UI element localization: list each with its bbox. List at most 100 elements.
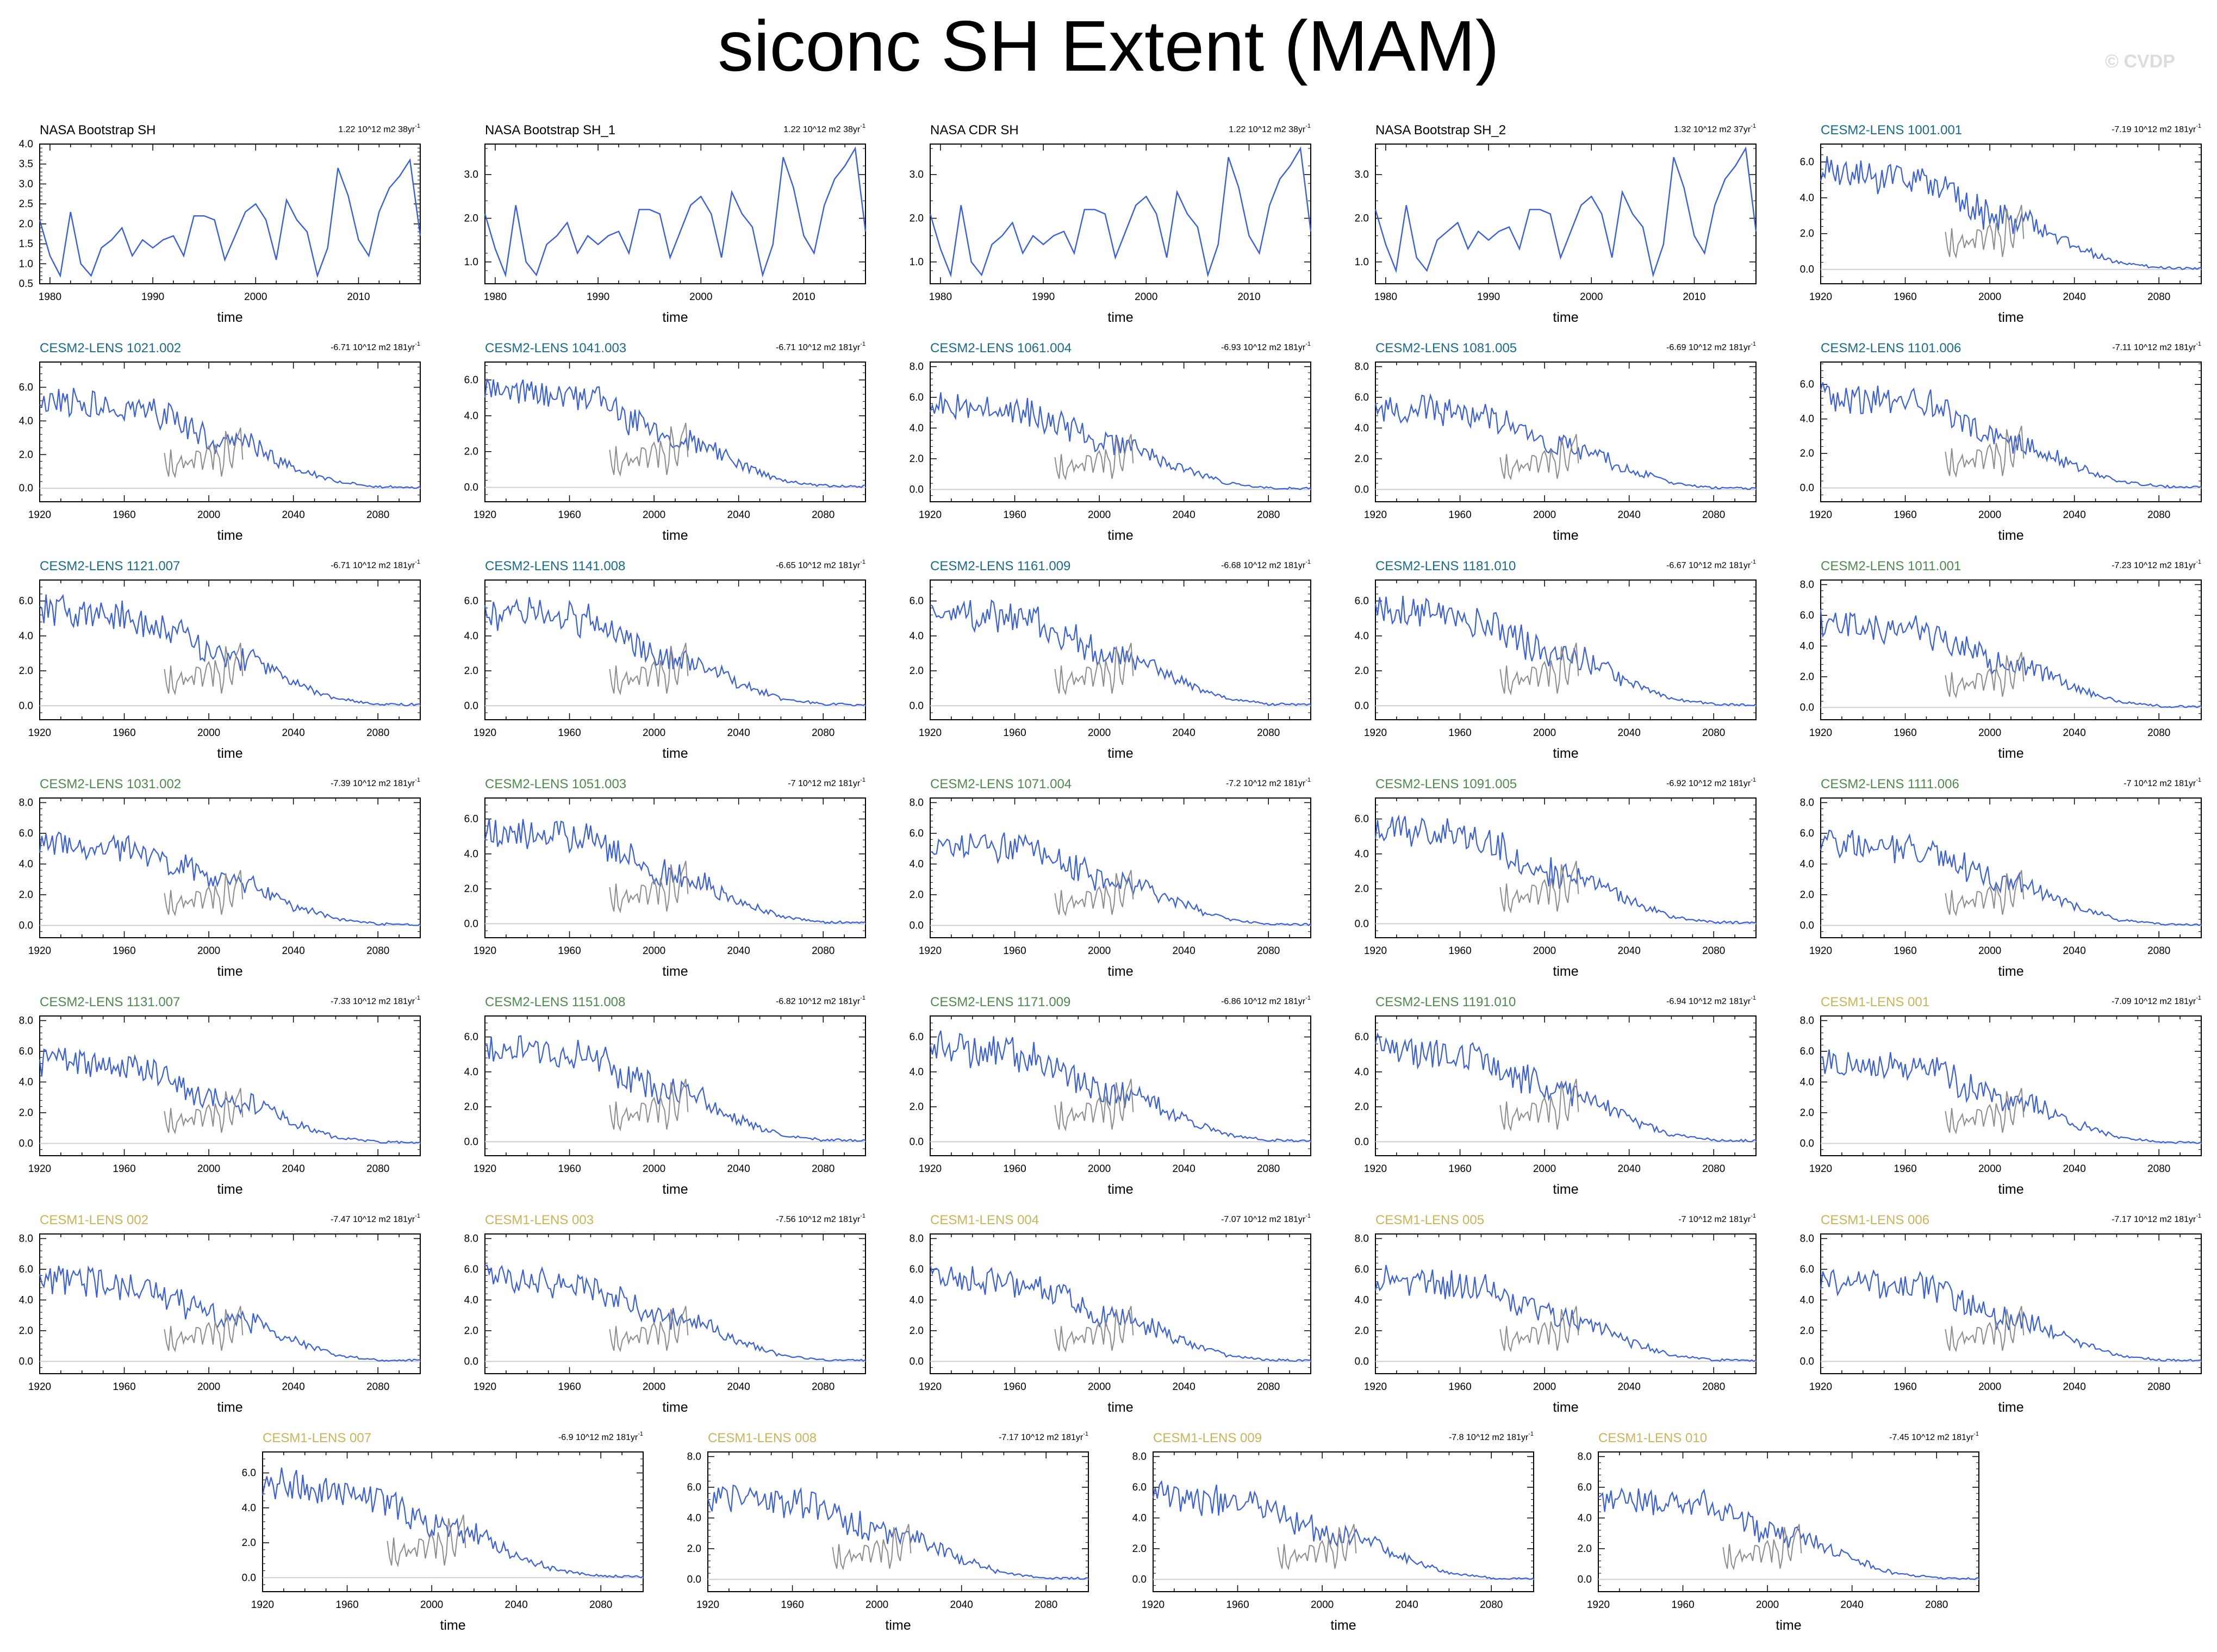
panel-title: CESM2-LENS 1021.002 [40, 341, 181, 356]
x-tick-label: 2080 [1702, 945, 1725, 957]
y-tick-label: 6.0 [1578, 1482, 1592, 1493]
plot-frame [930, 1233, 1311, 1374]
y-tick-label: 4.0 [910, 1294, 924, 1306]
x-tick-label: 1960 [1003, 509, 1026, 521]
x-tick-label: 2080 [2147, 727, 2170, 739]
model-series-line [1374, 1264, 1757, 1362]
y-tick-label: 6.0 [464, 814, 478, 825]
model-series-line [39, 594, 421, 707]
plot-frame [484, 579, 866, 720]
chart-panel: NASA Bootstrap SH_1 1.22 10^12 m2 38yr-1 1… [464, 123, 867, 325]
trend-label: -6.86 10^12 m2 181yr-1 [1221, 995, 1311, 1006]
x-tick-label: 2040 [1173, 945, 1195, 957]
x-tick-label: 2000 [643, 727, 665, 739]
x-tick-label: 2000 [1978, 945, 2001, 957]
x-tick-label: 1960 [1448, 1163, 1471, 1175]
chart-panel: CESM1-LENS 007 -6.9 10^12 m2 181yr-1 1920 1… [242, 1431, 644, 1633]
x-tick-label: 2000 [1533, 727, 1556, 739]
panel-title: NASA Bootstrap SH_2 [1375, 123, 1506, 138]
y-tick-label: 6.0 [1800, 1046, 1814, 1057]
y-tick-label: 2.0 [1800, 1325, 1814, 1337]
x-tick-label: 1990 [141, 291, 164, 303]
y-tick-label: 2.0 [19, 449, 33, 460]
chart-panel: CESM2-LENS 1131.007 -7.33 10^12 m2 181yr-… [19, 995, 421, 1197]
obs-overlay-line [1722, 1524, 1802, 1570]
model-series-line [707, 1484, 1089, 1580]
model-series-line [484, 1264, 866, 1362]
y-tick-label: 4.0 [19, 139, 33, 150]
y-tick-label: 0.0 [1132, 1574, 1147, 1585]
y-tick-label: 8.0 [1800, 579, 1814, 590]
y-tick-label: 0.0 [19, 700, 33, 712]
obs-overlay-line [1945, 652, 2025, 699]
y-tick-label: 0.0 [19, 920, 33, 931]
y-tick-label: 6.0 [910, 1264, 924, 1275]
x-tick-label: 2080 [1480, 1599, 1503, 1611]
model-series-line [484, 819, 866, 924]
x-tick-label: 2080 [812, 727, 835, 739]
x-axis-label: time [1553, 310, 1578, 325]
trend-label: -7.2 10^12 m2 181yr-1 [1226, 777, 1311, 788]
obs-overlay-line [1054, 870, 1134, 917]
x-tick-label: 2000 [1978, 727, 2001, 739]
trend-label: -7.47 10^12 m2 181yr-1 [331, 1213, 420, 1224]
chart-panel: CESM1-LENS 008 -7.17 10^12 m2 181yr-1 1920… [687, 1431, 1089, 1633]
y-tick-label: 4.0 [464, 1294, 478, 1306]
x-axis-label: time [662, 746, 688, 761]
x-tick-label: 2080 [1257, 1381, 1280, 1393]
y-tick-label: 8.0 [910, 797, 924, 808]
y-tick-label: 1.0 [910, 257, 924, 268]
model-series-line [39, 831, 421, 926]
trend-label: -6.69 10^12 m2 181yr-1 [1666, 341, 1756, 352]
x-tick-label: 1960 [1448, 727, 1471, 739]
trend-label: -7.8 10^12 m2 181yr-1 [1449, 1431, 1534, 1442]
y-tick-label: 2.0 [19, 665, 33, 677]
x-tick-label: 1960 [335, 1599, 358, 1611]
x-tick-label: 2040 [1173, 727, 1195, 739]
y-tick-label: 2.0 [1578, 1543, 1592, 1555]
y-tick-label: 2.0 [19, 1107, 33, 1119]
x-tick-label: 1920 [1364, 945, 1387, 957]
y-tick-label: 0.0 [1800, 1356, 1814, 1367]
x-axis-label: time [662, 310, 688, 325]
x-tick-label: 1960 [1448, 509, 1471, 521]
chart-panel: CESM2-LENS 1041.003 -6.71 10^12 m2 181yr-… [464, 341, 866, 543]
y-tick-label: 2.0 [1800, 889, 1814, 901]
model-series-line [484, 1035, 866, 1143]
obs-overlay-line [1945, 204, 2025, 259]
chart-panel: NASA Bootstrap SH 1.22 10^12 m2 38yr-1 198… [19, 123, 421, 325]
x-axis-label: time [217, 1182, 242, 1197]
y-tick-label: 0.0 [464, 700, 478, 712]
plot-frame [484, 1233, 866, 1374]
y-tick-label: 2.0 [910, 1325, 924, 1337]
x-tick-label: 2040 [2063, 727, 2086, 739]
plot-frame [1375, 1233, 1757, 1374]
y-tick-label: 2.0 [464, 1101, 478, 1113]
y-tick-label: 6.0 [1355, 1032, 1369, 1043]
plot-frame [1375, 361, 1757, 502]
x-axis-label: time [1107, 310, 1133, 325]
y-tick-label: 4.0 [19, 415, 33, 427]
x-tick-label: 1920 [474, 1163, 496, 1175]
y-tick-label: 0.0 [1800, 483, 1814, 494]
x-tick-label: 1920 [919, 945, 942, 957]
chart-panel: CESM1-LENS 002 -7.47 10^12 m2 181yr-1 1920… [19, 1213, 421, 1415]
obs-overlay-line [1499, 434, 1579, 481]
x-tick-label: 1920 [1364, 1381, 1387, 1393]
model-series-line [39, 1265, 421, 1362]
plot-frame [1820, 361, 2202, 502]
y-tick-label: 0.0 [464, 1356, 478, 1367]
trend-label: -7 10^12 m2 181yr-1 [1678, 1213, 1756, 1224]
y-tick-label: 8.0 [1578, 1451, 1592, 1462]
model-series-line [1152, 1480, 1534, 1580]
chart-panel: CESM1-LENS 001 -7.09 10^12 m2 181yr-1 1920… [1800, 995, 2202, 1197]
x-tick-label: 1920 [1364, 509, 1387, 521]
y-tick-label: 4.0 [464, 849, 478, 860]
x-tick-label: 1920 [1364, 727, 1387, 739]
y-tick-label: 4.0 [1355, 1294, 1369, 1306]
panel-title: CESM1-LENS 003 [485, 1213, 594, 1227]
y-tick-label: 1.0 [1355, 257, 1369, 268]
x-tick-label: 1920 [1364, 1163, 1387, 1175]
x-tick-label: 2000 [1088, 1381, 1111, 1393]
x-tick-label: 2000 [865, 1599, 888, 1611]
